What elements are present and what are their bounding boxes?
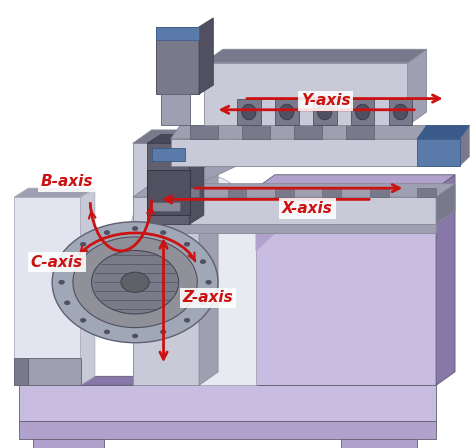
- Ellipse shape: [280, 104, 294, 120]
- Ellipse shape: [80, 242, 86, 246]
- Text: Y-axis: Y-axis: [301, 93, 351, 108]
- Text: C-axis: C-axis: [31, 254, 83, 270]
- Polygon shape: [156, 27, 199, 40]
- Ellipse shape: [200, 260, 206, 264]
- Polygon shape: [33, 439, 104, 448]
- Polygon shape: [436, 184, 455, 224]
- Polygon shape: [199, 18, 213, 94]
- Polygon shape: [14, 358, 28, 385]
- Polygon shape: [256, 188, 436, 385]
- Ellipse shape: [242, 104, 256, 120]
- Polygon shape: [190, 134, 204, 224]
- Polygon shape: [19, 376, 446, 385]
- Polygon shape: [133, 184, 455, 197]
- Polygon shape: [14, 197, 81, 385]
- Polygon shape: [370, 188, 389, 197]
- Ellipse shape: [160, 231, 166, 235]
- Text: B-axis: B-axis: [40, 174, 93, 189]
- Polygon shape: [228, 188, 246, 197]
- Ellipse shape: [206, 280, 211, 284]
- Polygon shape: [133, 143, 199, 385]
- Polygon shape: [190, 125, 218, 139]
- Ellipse shape: [121, 272, 149, 293]
- Polygon shape: [322, 188, 341, 197]
- Ellipse shape: [393, 104, 408, 120]
- Polygon shape: [275, 99, 299, 125]
- Polygon shape: [147, 134, 204, 143]
- Ellipse shape: [318, 104, 332, 120]
- Ellipse shape: [73, 237, 197, 327]
- Ellipse shape: [132, 227, 138, 231]
- Polygon shape: [28, 358, 81, 385]
- Ellipse shape: [91, 250, 179, 314]
- Polygon shape: [256, 175, 455, 188]
- Ellipse shape: [132, 334, 138, 338]
- Polygon shape: [204, 49, 427, 63]
- Ellipse shape: [64, 260, 70, 264]
- Ellipse shape: [64, 301, 70, 305]
- Polygon shape: [19, 421, 436, 439]
- Polygon shape: [417, 125, 469, 139]
- Polygon shape: [313, 99, 337, 125]
- Wedge shape: [130, 172, 258, 233]
- Text: Z-axis: Z-axis: [182, 290, 233, 306]
- Polygon shape: [133, 197, 436, 224]
- Ellipse shape: [104, 330, 110, 334]
- Polygon shape: [199, 130, 218, 385]
- Polygon shape: [171, 139, 237, 197]
- Ellipse shape: [160, 330, 166, 334]
- Ellipse shape: [184, 242, 190, 246]
- Polygon shape: [14, 188, 95, 197]
- Polygon shape: [436, 175, 455, 385]
- Ellipse shape: [52, 222, 218, 343]
- Polygon shape: [389, 99, 412, 125]
- Polygon shape: [171, 139, 460, 166]
- Polygon shape: [171, 125, 469, 139]
- Polygon shape: [204, 63, 408, 125]
- Polygon shape: [156, 27, 199, 94]
- Polygon shape: [408, 49, 427, 125]
- Polygon shape: [341, 439, 417, 448]
- Polygon shape: [19, 385, 436, 421]
- Polygon shape: [417, 139, 460, 166]
- Polygon shape: [242, 125, 270, 139]
- Text: X-axis: X-axis: [282, 201, 333, 216]
- Polygon shape: [171, 139, 237, 184]
- Polygon shape: [133, 224, 436, 233]
- Polygon shape: [133, 130, 218, 143]
- Ellipse shape: [356, 104, 370, 120]
- Polygon shape: [417, 188, 436, 197]
- Polygon shape: [237, 99, 261, 125]
- Polygon shape: [152, 148, 185, 161]
- Ellipse shape: [80, 318, 86, 322]
- Ellipse shape: [104, 231, 110, 235]
- Polygon shape: [147, 143, 190, 224]
- Polygon shape: [147, 170, 190, 215]
- Polygon shape: [161, 94, 190, 125]
- Polygon shape: [180, 188, 199, 197]
- Polygon shape: [133, 233, 256, 385]
- Polygon shape: [152, 202, 180, 211]
- Polygon shape: [256, 188, 322, 251]
- Polygon shape: [275, 188, 294, 197]
- Polygon shape: [81, 188, 95, 385]
- Ellipse shape: [200, 301, 206, 305]
- Ellipse shape: [59, 280, 64, 284]
- Ellipse shape: [184, 318, 190, 322]
- Polygon shape: [351, 99, 374, 125]
- Polygon shape: [346, 125, 374, 139]
- Polygon shape: [460, 125, 469, 166]
- Polygon shape: [294, 125, 322, 139]
